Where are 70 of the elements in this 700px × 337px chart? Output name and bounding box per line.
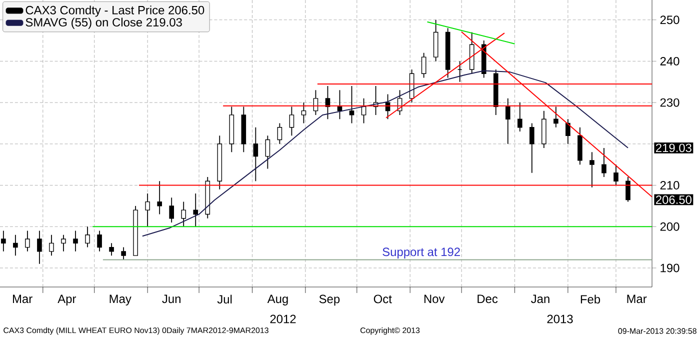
candlestick	[97, 230, 102, 252]
candlestick	[217, 135, 222, 190]
candlestick	[145, 193, 150, 228]
candlestick	[205, 176, 210, 219]
y-tick-label: 250	[660, 16, 680, 24]
annotation: Support at 192	[382, 248, 460, 259]
candlestick	[421, 52, 426, 78]
candlestick	[445, 28, 450, 78]
candlestick	[529, 122, 534, 174]
line-series	[142, 70, 628, 237]
candlestick	[301, 102, 306, 124]
y-tick-label: 200	[660, 222, 680, 231]
candlestick	[289, 106, 294, 136]
candlestick	[542, 110, 546, 148]
candlestick	[469, 32, 474, 74]
candlestick	[1, 230, 6, 252]
candlestick	[602, 148, 606, 178]
x-tick-label: Jun	[162, 294, 180, 304]
text: 2012	[270, 314, 296, 324]
x-tick-label: Mar	[627, 294, 647, 304]
x-tick-label: May	[110, 294, 132, 306]
candlestick	[13, 234, 18, 256]
candlestick	[49, 234, 54, 256]
x-tick-label: Oct	[374, 294, 392, 304]
candlestick	[349, 86, 354, 124]
candlestick	[133, 205, 138, 256]
candlestick	[493, 69, 498, 116]
candlestick	[265, 135, 270, 170]
candlestick	[578, 126, 582, 166]
candlestick	[85, 226, 90, 248]
candlestick	[433, 19, 438, 62]
candlestick	[626, 176, 630, 202]
legend-label: CAX3 Comdty - Last Price 206.50	[26, 6, 204, 17]
candlestick	[517, 102, 522, 132]
annotation: 219.03	[656, 144, 692, 152]
x-tick-label: Apr	[58, 294, 76, 306]
x-tick-label: Nov	[424, 294, 445, 304]
candlestick	[566, 118, 570, 144]
y-tick-label: 240	[660, 56, 680, 66]
candlestick	[109, 242, 114, 256]
candlestick	[554, 106, 558, 128]
candlestick	[37, 230, 42, 264]
x-tick-label: Jan	[531, 294, 550, 304]
candlestick	[73, 230, 78, 252]
candlestick	[193, 193, 198, 228]
candlestick	[169, 197, 174, 223]
x-tick-label: Sep	[319, 294, 340, 306]
x-tick-label: Dec	[478, 294, 498, 304]
x-tick-label: Jul	[217, 294, 232, 304]
text: 2013	[547, 314, 573, 324]
candlestick	[157, 180, 162, 215]
y-tick-label: 190	[660, 264, 680, 272]
candlestick	[25, 230, 30, 252]
candlestick	[590, 152, 594, 188]
candlestick	[481, 40, 486, 78]
candlestick	[277, 122, 282, 144]
legend-label: SMAVG (55) on Close 219.03	[26, 18, 182, 29]
x-tick-label: Aug	[267, 294, 288, 306]
candlestick	[505, 98, 510, 144]
candlestick	[229, 106, 234, 153]
x-tick-label: Feb	[580, 294, 600, 304]
candlestick	[253, 126, 258, 182]
candlestick	[614, 164, 618, 186]
candlestick	[61, 234, 66, 252]
x-tick-label: Mar	[13, 294, 32, 304]
candlestick	[181, 201, 186, 228]
candlestick	[241, 106, 246, 153]
y-tick-label: 230	[660, 98, 680, 107]
annotation: 206.50	[656, 196, 692, 204]
y-tick-label: 210	[660, 181, 680, 190]
